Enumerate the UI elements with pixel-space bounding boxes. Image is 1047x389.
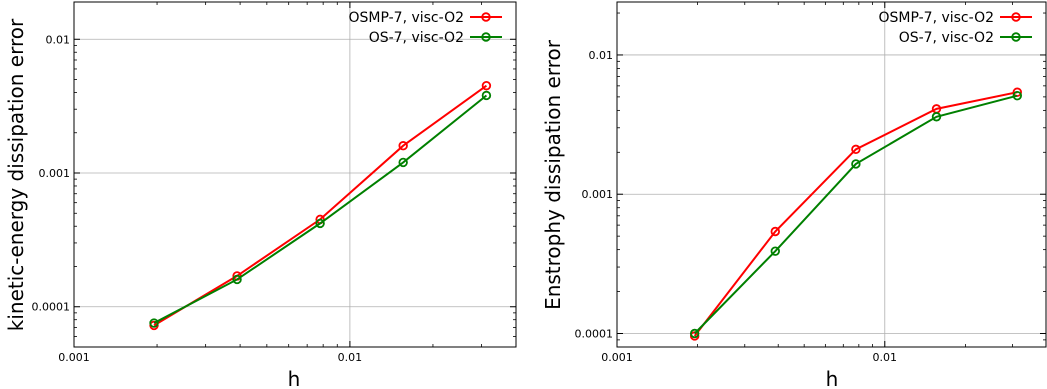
series-line [153, 94, 488, 324]
legend-marker [481, 32, 491, 42]
legend-marker [1011, 32, 1021, 42]
x-tick-label: 0.001 [58, 351, 90, 364]
data-point [398, 157, 408, 168]
data-point [481, 80, 492, 91]
y-tick-label: 0.01 [46, 33, 71, 46]
data-point [851, 144, 861, 155]
x-tick-label: 0.01 [338, 351, 363, 364]
legend-label: OS-7, visc-O2 [899, 30, 994, 46]
legend-marker [1011, 12, 1021, 22]
x-axis-label: h [826, 367, 839, 389]
y-axis-label: Enstrophy dissipation error [541, 39, 565, 310]
data-point [1012, 90, 1022, 101]
x-tick-label: 0.01 [873, 351, 898, 364]
data-point [851, 159, 861, 169]
series-line [693, 91, 1018, 337]
series-1 [149, 80, 492, 331]
y-tick-label: 0.0001 [32, 301, 71, 314]
series-2 [689, 90, 1022, 339]
legend-label: OS-7, visc-O2 [369, 30, 464, 46]
data-point [481, 90, 492, 101]
y-tick-label: 0.0001 [575, 328, 614, 341]
chart-panel-2: 0.001 0.01 0.0001 0.001 0.01 h Enstrophy dissi… [541, 1, 1047, 389]
legend-label: OSMP-7, visc-O2 [348, 10, 464, 26]
data-point [931, 112, 942, 122]
data-point [689, 328, 700, 339]
series-1 [689, 87, 1022, 341]
chart-panel-1: 0.001 0.01 0.0001 0.001 0.01 h kinetic-energy … [4, 1, 517, 389]
legend-label: OSMP-7, visc-O2 [878, 10, 994, 26]
data-point [770, 226, 780, 237]
y-tick-label: 0.001 [582, 188, 614, 201]
plot-frame [616, 1, 1047, 348]
series-line [693, 94, 1018, 335]
data-point [770, 246, 780, 256]
y-axis-label: kinetic-energy dissipation error [4, 18, 28, 331]
y-tick-label: 0.001 [39, 167, 71, 180]
x-axis-label: h [288, 367, 301, 389]
data-point [149, 318, 159, 328]
data-point [398, 141, 408, 151]
series-2 [149, 90, 492, 328]
x-tick-label: 0.001 [601, 351, 633, 364]
series-line [153, 84, 488, 327]
plot-frame [73, 1, 517, 348]
legend-marker [481, 12, 491, 22]
data-point [232, 274, 242, 285]
data-point [315, 218, 325, 229]
y-tick-label: 0.01 [589, 49, 614, 62]
